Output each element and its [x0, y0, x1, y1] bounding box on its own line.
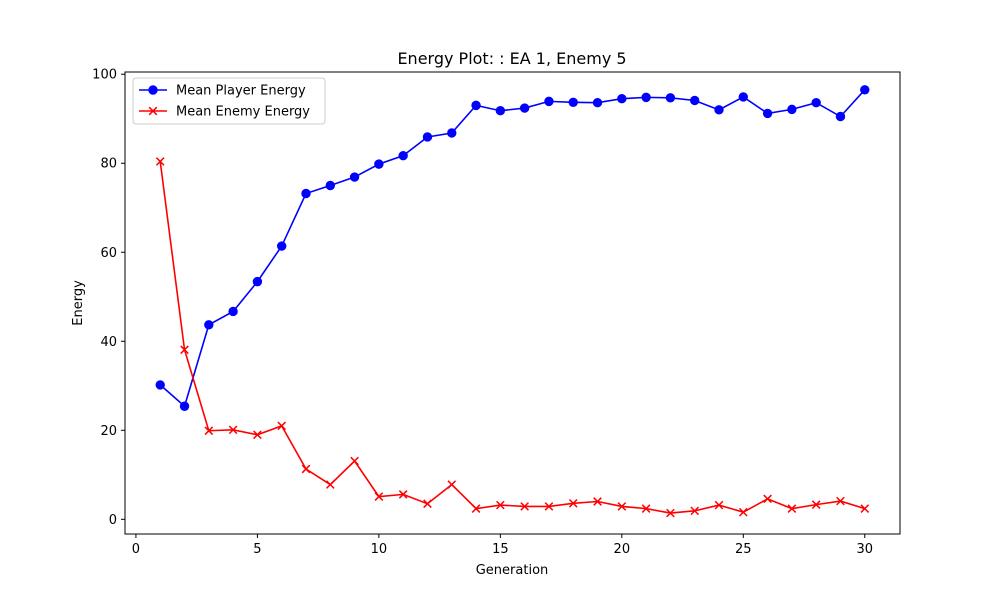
data-point-player — [155, 380, 165, 390]
data-point-player — [738, 92, 748, 102]
x-tick-label: 20 — [614, 542, 631, 557]
series-line-enemy — [159, 161, 866, 514]
series-line-player — [159, 89, 866, 408]
y-tick-label: 20 — [100, 424, 117, 439]
x-tick-label: 30 — [856, 542, 873, 557]
data-point-enemy — [666, 508, 675, 518]
data-point-player — [762, 108, 773, 119]
data-point-player — [422, 132, 433, 142]
data-point-enemy — [568, 498, 578, 508]
plot-content — [155, 85, 870, 518]
data-point-enemy — [496, 500, 505, 510]
y-tick-label: 40 — [100, 335, 117, 350]
data-point-enemy — [738, 507, 748, 517]
data-point-player — [374, 159, 384, 169]
data-point-enemy — [544, 502, 554, 511]
legend: Mean Player Energy Mean Enemy Energy — [132, 77, 326, 125]
data-point-enemy — [714, 500, 724, 510]
data-point-enemy — [787, 504, 797, 513]
data-point-enemy — [860, 504, 870, 513]
data-point-enemy — [253, 430, 262, 440]
data-point-player — [471, 100, 481, 111]
data-point-enemy — [180, 345, 189, 355]
data-point-player — [447, 128, 457, 138]
x-tick-label: 10 — [371, 542, 388, 557]
data-point-enemy — [811, 500, 821, 509]
data-point-enemy — [228, 425, 238, 435]
data-point-player — [495, 106, 506, 116]
x-tick-label: 5 — [253, 542, 261, 557]
legend-marker-enemy — [148, 106, 158, 116]
data-point-enemy — [593, 497, 602, 506]
data-point-enemy — [471, 504, 481, 513]
data-point-player — [301, 188, 311, 199]
data-point-player — [592, 98, 603, 108]
legend-marker-player — [148, 85, 158, 95]
legend-label-enemy: Mean Enemy Energy — [176, 105, 310, 120]
data-point-enemy — [301, 464, 311, 474]
legend-label-player: Mean Player Energy — [176, 84, 306, 99]
data-point-player — [398, 150, 408, 161]
data-point-player — [690, 95, 700, 106]
chart-title: Energy Plot: : EA 1, Enemy 5 — [397, 49, 626, 68]
data-point-enemy — [350, 456, 359, 466]
data-point-enemy — [398, 490, 408, 499]
data-point-enemy — [520, 502, 529, 511]
data-point-player — [277, 241, 287, 251]
y-tick-label: 0 — [109, 513, 117, 528]
data-point-player — [714, 105, 724, 115]
data-point-player — [617, 94, 627, 104]
data-point-enemy — [763, 494, 772, 504]
plot-frame — [124, 71, 901, 535]
data-point-player — [179, 401, 190, 411]
data-point-enemy — [325, 480, 335, 489]
data-point-player — [204, 320, 214, 330]
data-point-player — [811, 98, 821, 108]
y-tick-label: 80 — [100, 157, 117, 172]
data-point-enemy — [277, 421, 287, 431]
data-point-player — [860, 85, 870, 95]
x-tick-label: 15 — [492, 542, 509, 557]
data-point-enemy — [155, 157, 165, 166]
legend-box — [132, 77, 326, 125]
y-tick-label: 100 — [92, 68, 117, 83]
data-point-player — [252, 276, 263, 287]
y-axis-label: Energy — [71, 280, 86, 326]
data-point-player — [665, 93, 676, 103]
axes: 0 5 10 15 20 25 30 0 20 40 60 80 100 — [92, 68, 873, 557]
data-point-player — [349, 172, 360, 182]
data-point-enemy — [423, 499, 432, 509]
x-tick-label: 0 — [132, 542, 140, 557]
x-axis-label: Generation — [476, 563, 549, 578]
data-point-enemy — [204, 426, 214, 436]
data-point-player — [641, 92, 651, 103]
plot-area — [125, 72, 900, 534]
data-point-player — [519, 103, 530, 113]
data-point-enemy — [374, 492, 384, 501]
data-point-enemy — [641, 504, 651, 513]
data-point-player — [787, 104, 797, 115]
data-point-player — [228, 306, 238, 317]
data-point-player — [568, 97, 578, 107]
data-point-player — [544, 96, 554, 107]
data-point-enemy — [447, 480, 457, 489]
x-tick-label: 25 — [735, 542, 752, 557]
data-point-enemy — [836, 496, 845, 506]
data-point-enemy — [617, 502, 627, 511]
data-point-player — [325, 180, 335, 191]
data-point-enemy — [690, 506, 700, 516]
data-point-player — [835, 111, 846, 122]
y-tick-label: 60 — [100, 246, 117, 261]
